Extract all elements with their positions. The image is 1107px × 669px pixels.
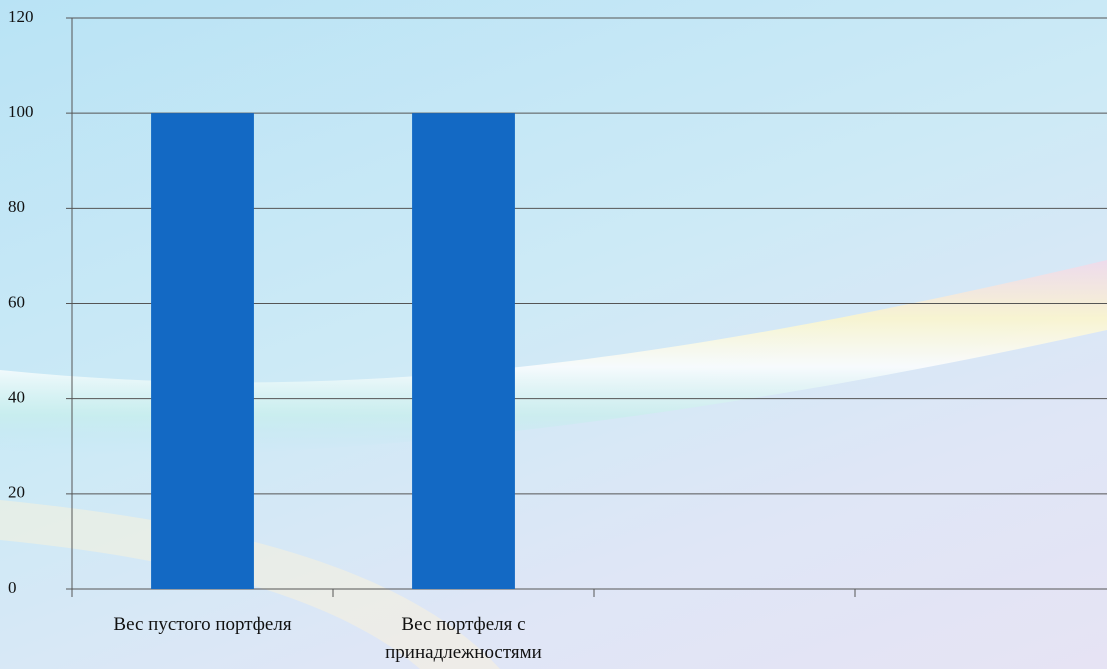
y-tick-label: 120 [8, 7, 34, 26]
background-swoosh [0, 260, 1107, 455]
x-tick-label: Вес пустого портфеля [113, 614, 292, 635]
y-tick-label: 100 [8, 102, 34, 121]
y-tick-label: 20 [8, 483, 25, 502]
y-tick-label: 60 [8, 292, 25, 311]
y-tick-label: 0 [8, 578, 17, 597]
y-tick-label: 80 [8, 197, 25, 216]
bar [412, 113, 515, 590]
y-tick-label: 40 [8, 388, 25, 407]
bar [151, 113, 254, 590]
x-tick-label: Вес портфеля с принадлежностями [385, 614, 542, 663]
